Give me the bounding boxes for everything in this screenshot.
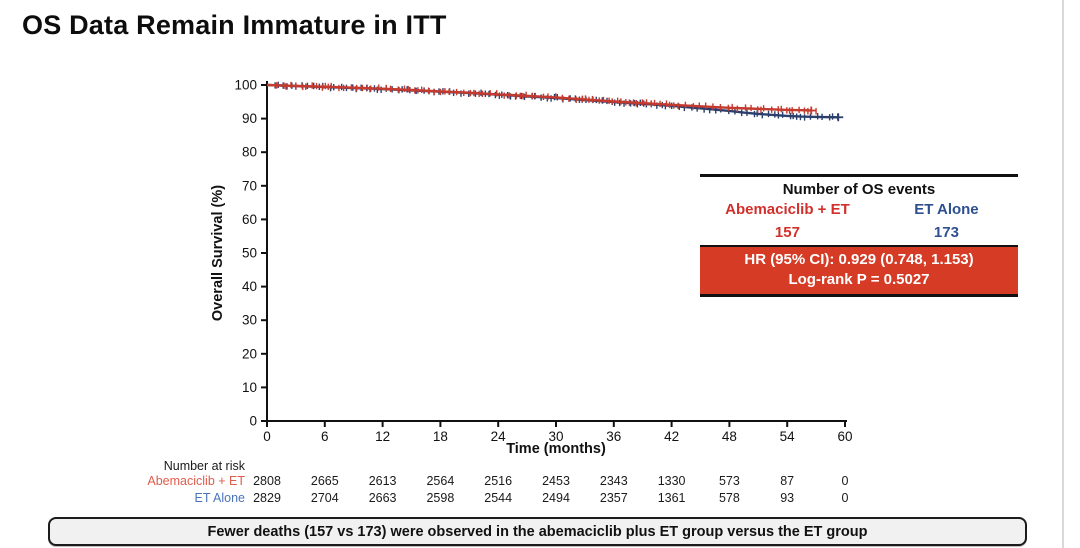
y-tick-label: 40 (242, 279, 257, 294)
y-tick-label: 80 (242, 145, 257, 160)
x-tick-label: 36 (606, 429, 621, 444)
risk-value: 0 (841, 491, 849, 505)
x-tick-label: 24 (491, 429, 507, 444)
risk-value: 573 (718, 474, 740, 488)
os-events-counts: 157 173 (700, 222, 1018, 243)
x-tick-label: 30 (548, 429, 563, 444)
risk-value: 1330 (657, 474, 686, 488)
y-tick-label: 70 (242, 178, 257, 193)
risk-value: 2663 (368, 491, 397, 505)
y-tick-label: 90 (242, 111, 257, 126)
risk-value: 93 (780, 491, 795, 505)
hr-annotation-box: HR (95% CI): 0.929 (0.748, 1.153) Log-ra… (700, 245, 1018, 297)
group-etalone-label: ET Alone (914, 201, 979, 218)
risk-value: 2357 (599, 491, 628, 505)
group-abemaciclib-label: Abemaciclib + ET (725, 201, 850, 218)
x-tick-label: 54 (780, 429, 796, 444)
y-axis-label: Overall Survival (%) (210, 185, 226, 321)
y-tick-label: 100 (234, 78, 257, 93)
os-events-header: Number of OS events (782, 181, 936, 198)
page-title: OS Data Remain Immature in ITT (22, 10, 447, 40)
x-tick-label: 18 (433, 429, 448, 444)
takeaway-box: Fewer deaths (157 vs 173) were observed … (48, 517, 1027, 546)
risk-value: 2704 (310, 491, 339, 505)
group-abemaciclib-count: 157 (774, 224, 800, 241)
x-axis-label: Time (months) (506, 441, 606, 457)
risk-value: 578 (718, 491, 740, 505)
risk-value: 2808 (253, 474, 281, 488)
risk-row-abemaciclib-label: Abemaciclib + ET (147, 474, 245, 488)
risk-row-etalone-label: ET Alone (194, 491, 245, 505)
risk-value: 2564 (426, 474, 455, 488)
hr-line: HR (95% CI): 0.929 (0.748, 1.153) (744, 251, 974, 268)
os-events-group-names: Abemaciclib + ET ET Alone (700, 200, 1018, 220)
y-tick-label: 0 (249, 414, 257, 429)
x-tick-label: 12 (375, 429, 390, 444)
risk-value: 2665 (310, 474, 339, 488)
y-tick-label: 60 (242, 212, 257, 227)
logrank-line: Log-rank P = 0.5027 (788, 271, 930, 288)
risk-value: 0 (841, 474, 849, 488)
risk-value: 2453 (542, 474, 570, 488)
risk-value: 2494 (542, 491, 570, 505)
x-tick-label: 60 (837, 429, 852, 444)
risk-value: 2598 (426, 491, 455, 505)
risk-value: 87 (780, 474, 795, 488)
risk-value: 1361 (657, 491, 686, 505)
y-tick-label: 30 (242, 313, 257, 328)
axes: 0 10 20 30 40 50 60 70 80 90 100 0 6 12 18 24 30 36 42 48 54… (234, 78, 852, 445)
risk-value: 2544 (484, 491, 513, 505)
x-tick-label: 0 (263, 429, 271, 444)
os-events-box: Number of OS events Abemaciclib + ET ET … (700, 174, 1018, 297)
page-edge-line (1062, 0, 1064, 548)
takeaway-text: Fewer deaths (157 vs 173) were observed … (207, 523, 868, 540)
y-tick-label: 10 (242, 380, 257, 395)
y-tick-label: 50 (242, 246, 257, 261)
group-etalone-count: 173 (933, 224, 959, 241)
survival-curves (266, 81, 844, 122)
risk-value: 2613 (368, 474, 397, 488)
risk-value: 2516 (484, 474, 513, 488)
number-at-risk-title: Number at risk (163, 459, 245, 473)
risk-value: 2829 (253, 491, 281, 505)
y-tick-label: 20 (242, 346, 257, 361)
x-tick-label: 48 (722, 429, 737, 444)
x-tick-label: 6 (321, 429, 329, 444)
risk-value: 2343 (599, 474, 628, 488)
x-tick-label: 42 (664, 429, 679, 444)
